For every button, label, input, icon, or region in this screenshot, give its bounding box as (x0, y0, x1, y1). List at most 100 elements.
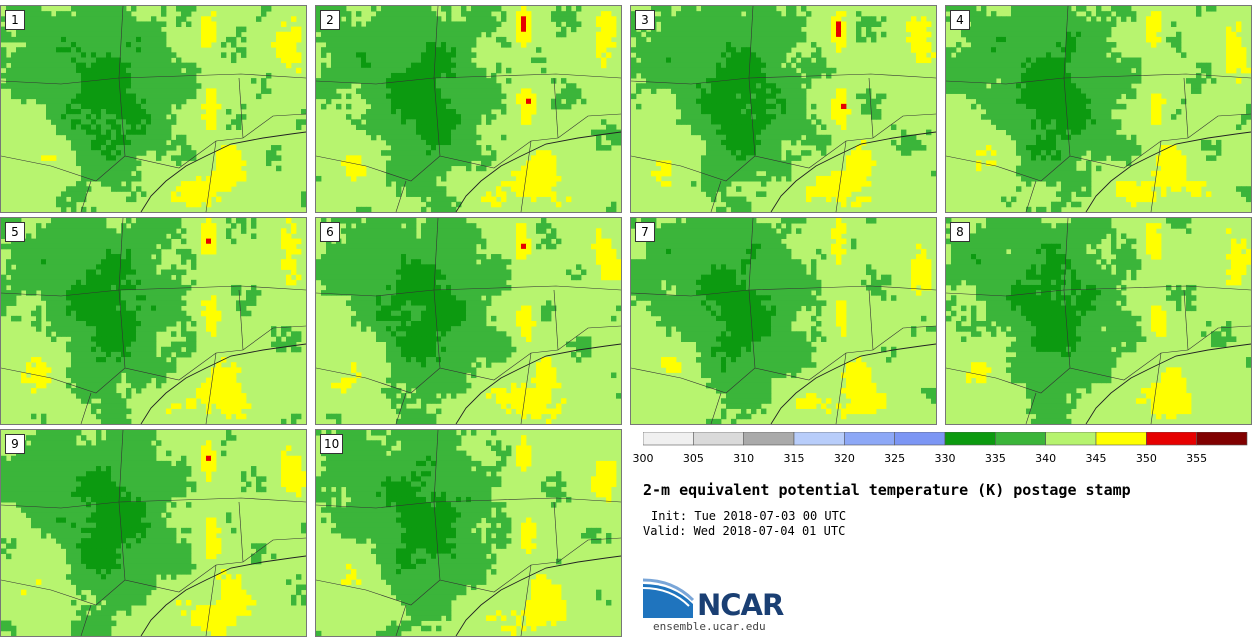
field-cell (141, 42, 146, 48)
field-cell (211, 119, 216, 125)
field-cell (1091, 104, 1096, 110)
field-cell (706, 161, 711, 167)
field-cell (321, 32, 326, 38)
field-cell (186, 68, 191, 74)
field-cell (351, 166, 356, 172)
field-cell (376, 68, 381, 74)
field-cell (991, 11, 996, 17)
field-cell (906, 37, 911, 43)
field-cell (1041, 88, 1046, 94)
field-cell (286, 37, 291, 43)
field-cell (151, 94, 156, 100)
field-cell (46, 68, 51, 74)
field-cell (666, 6, 671, 12)
field-cell (641, 47, 646, 53)
field-cell (991, 150, 996, 156)
field-cell (151, 130, 156, 136)
field-cell (161, 68, 166, 74)
field-cell (731, 145, 736, 151)
field-cell (981, 68, 986, 74)
field-cell (691, 32, 696, 38)
field-cell (96, 27, 101, 33)
field-cell (86, 16, 91, 22)
field-cell (501, 11, 506, 17)
field-cell (136, 161, 141, 167)
field-cell (521, 171, 526, 177)
field-cell (1076, 145, 1081, 151)
field-cell (21, 63, 26, 69)
field-cell (411, 21, 416, 27)
field-cell (611, 202, 616, 208)
field-cell (126, 104, 131, 110)
field-cell (1136, 78, 1141, 84)
field-cell (721, 88, 726, 94)
field-cell (1166, 37, 1171, 43)
field-cell (66, 114, 71, 120)
field-cell (1111, 104, 1116, 110)
field-cell (751, 83, 756, 89)
field-cell (1016, 140, 1021, 146)
field-cell (431, 145, 436, 151)
field-cell (741, 27, 746, 33)
field-cell (96, 63, 101, 69)
member-number-label: 2 (320, 10, 340, 30)
field-cell (741, 155, 746, 161)
field-cell (486, 114, 491, 120)
field-cell (1121, 6, 1126, 12)
field-cell (56, 239, 61, 245)
field-cell (421, 104, 426, 110)
field-cell (31, 94, 36, 100)
field-cell (731, 135, 736, 141)
field-cell (1156, 161, 1161, 167)
field-cell (496, 99, 501, 105)
field-cell (226, 186, 231, 192)
field-cell (416, 161, 421, 167)
field-cell (406, 130, 411, 136)
field-cell (531, 186, 536, 192)
field-cell (491, 114, 496, 120)
field-cell (1241, 58, 1246, 64)
field-cell (201, 21, 206, 27)
field-cell (171, 83, 176, 89)
field-cell (686, 78, 691, 84)
field-cell (496, 202, 501, 208)
field-cell (1016, 21, 1021, 27)
field-cell (1001, 109, 1006, 115)
field-cell (406, 114, 411, 120)
field-cell (351, 58, 356, 64)
field-cell (801, 37, 806, 43)
field-cell (966, 47, 971, 53)
field-cell (781, 58, 786, 64)
field-cell (756, 52, 761, 58)
field-cell (51, 109, 56, 115)
field-cell (111, 181, 116, 187)
field-cell (546, 191, 551, 197)
field-cell (201, 42, 206, 48)
field-cell (786, 104, 791, 110)
field-cell (971, 47, 976, 53)
field-cell (736, 186, 741, 192)
field-cell (296, 68, 301, 74)
field-cell (346, 114, 351, 120)
field-cell (876, 99, 881, 105)
field-cell (516, 21, 521, 27)
field-cell (786, 32, 791, 38)
field-cell (1111, 99, 1116, 105)
field-cell (991, 114, 996, 120)
field-cell (136, 176, 141, 182)
field-cell (691, 68, 696, 74)
field-cell (776, 78, 781, 84)
field-cell (691, 109, 696, 115)
field-cell (241, 37, 246, 43)
field-cell (46, 88, 51, 94)
field-cell (731, 109, 736, 115)
field-cell (26, 233, 31, 239)
field-cell (516, 181, 521, 187)
field-cell (26, 63, 31, 69)
field-cell (36, 228, 41, 234)
field-cell (411, 63, 416, 69)
field-cell (1066, 83, 1071, 89)
field-cell (36, 37, 41, 43)
field-cell (321, 63, 326, 69)
field-cell (91, 114, 96, 120)
